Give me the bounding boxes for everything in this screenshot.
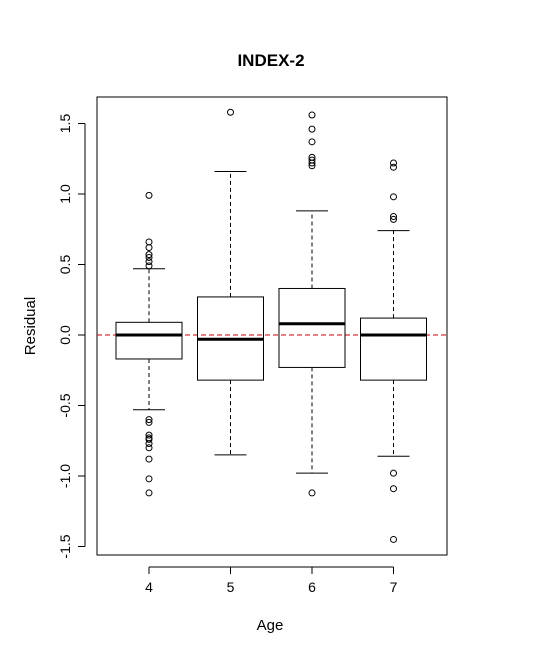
outlier-point [145, 416, 153, 424]
outlier-point [145, 440, 153, 448]
y-tick-label: 0.0 [57, 325, 73, 345]
outlier-point [145, 244, 153, 252]
outlier-point [390, 469, 397, 477]
box-iqr [360, 317, 427, 381]
outlier-point [308, 159, 316, 167]
outlier-point [308, 162, 316, 170]
y-tick-label: -1.5 [57, 534, 73, 558]
x-tick-label: 7 [390, 579, 398, 595]
outlier-point [145, 238, 153, 246]
outlier-point [145, 435, 153, 443]
outlier-point [145, 251, 153, 259]
y-tick-label: 1.5 [57, 114, 73, 134]
outlier-point [390, 215, 397, 223]
box-6 [278, 111, 346, 497]
x-tick-label: 6 [308, 579, 316, 595]
y-tick-label: 0.5 [57, 255, 73, 275]
x-tick-label: 5 [227, 579, 235, 595]
outlier-point [145, 444, 153, 452]
outlier-point [308, 489, 316, 497]
box-5 [197, 108, 264, 456]
outlier-point [145, 489, 153, 497]
outlier-point [145, 262, 153, 270]
box-iqr [115, 321, 183, 360]
x-axis: 4 5 6 7 [145, 566, 398, 595]
outlier-point [227, 108, 234, 116]
outlier-point [145, 455, 153, 463]
outlier-point [145, 431, 153, 439]
outlier-point [145, 475, 153, 483]
outlier-point [145, 191, 153, 199]
y-axis-label: Residual [22, 297, 39, 355]
outlier-point [390, 485, 397, 493]
y-tick-label: -0.5 [57, 393, 73, 417]
box-iqr [278, 287, 346, 368]
outlier-point [145, 258, 153, 266]
y-tick-label: -1.0 [57, 464, 73, 488]
box-4 [115, 191, 183, 497]
outlier-point [390, 193, 397, 201]
outlier-point [390, 163, 397, 171]
y-tick-label: 1.0 [57, 184, 73, 204]
x-tick-label: 4 [145, 579, 153, 595]
outlier-point [390, 213, 397, 221]
outlier-point [308, 138, 316, 146]
x-axis-label: Age [257, 617, 284, 634]
plot-frame [96, 96, 448, 556]
outlier-point [145, 253, 153, 261]
boxes-layer [115, 108, 427, 543]
chart-title: INDEX-2 [237, 51, 304, 70]
outlier-point [308, 111, 316, 119]
outlier-point [308, 125, 316, 133]
outlier-point [390, 159, 397, 167]
outlier-point [390, 535, 397, 543]
outlier-point [145, 418, 153, 426]
box-7 [360, 159, 427, 543]
y-axis: -1.5 -1.0 -0.5 0.0 0.5 1.0 1.5 [57, 114, 86, 559]
